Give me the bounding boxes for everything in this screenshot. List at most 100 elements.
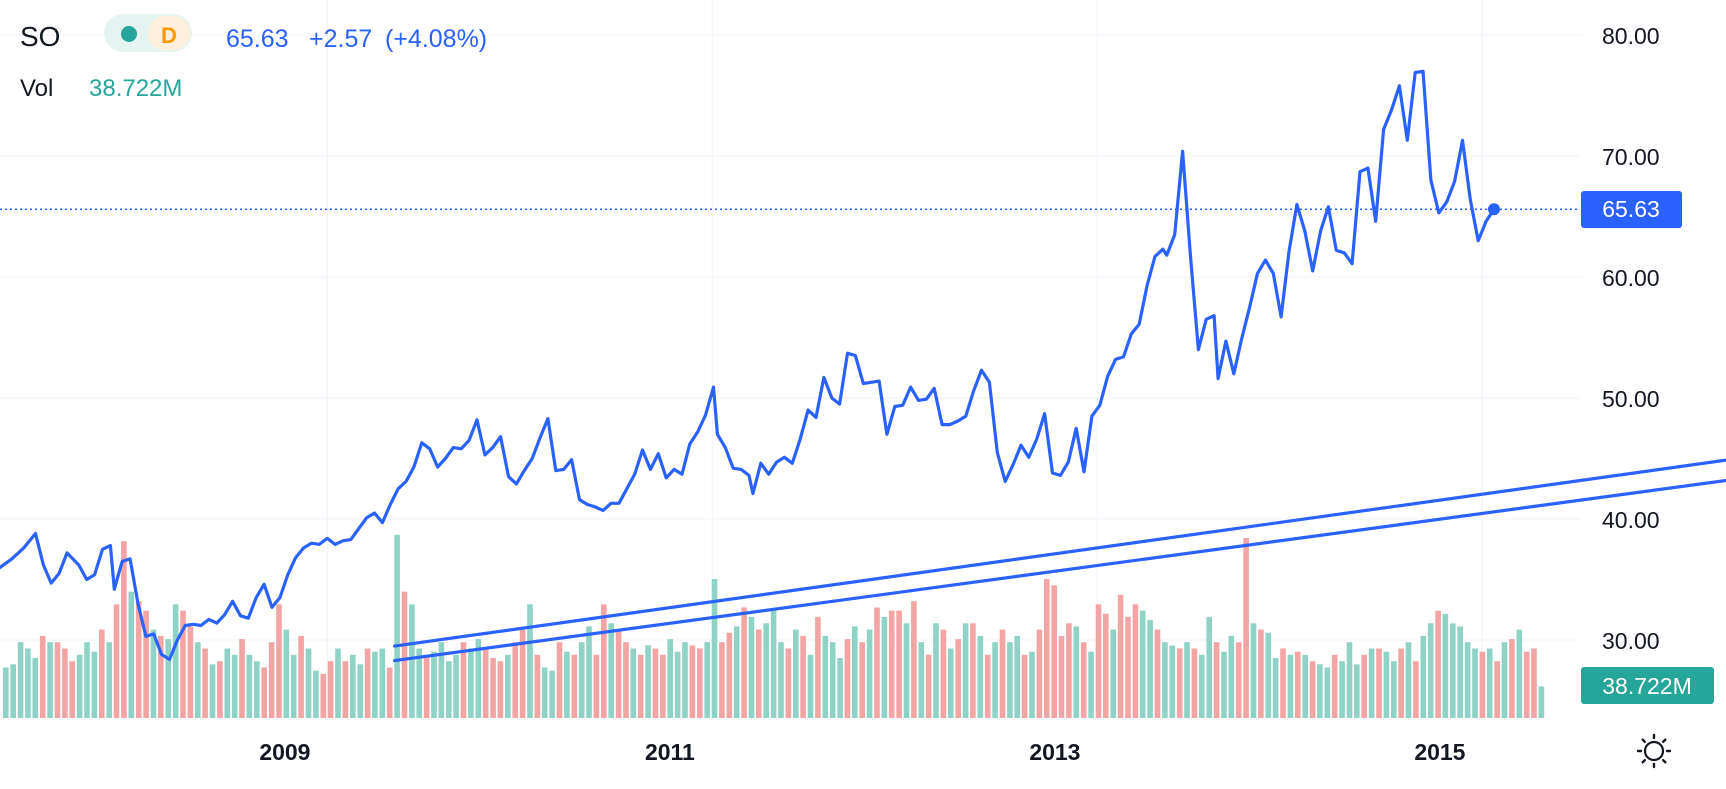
volume-bar bbox=[1368, 648, 1375, 718]
volume-bar bbox=[3, 667, 9, 718]
volume-bar bbox=[1405, 642, 1412, 718]
volume-bar bbox=[837, 658, 843, 718]
volume-bar bbox=[1516, 629, 1523, 718]
volume-bar bbox=[1317, 664, 1323, 718]
volume-bar bbox=[246, 654, 253, 718]
price-tick-label: 70.00 bbox=[1602, 144, 1660, 170]
volume-bar bbox=[1036, 629, 1043, 718]
volume-bar bbox=[298, 635, 304, 718]
volume-bar bbox=[165, 639, 171, 718]
volume-bar bbox=[748, 616, 755, 718]
volume-bar bbox=[807, 654, 814, 718]
price-line-path bbox=[0, 69, 1496, 661]
volume-bar bbox=[955, 639, 961, 718]
volume-bar bbox=[1531, 648, 1537, 718]
volume-bar bbox=[1044, 579, 1050, 718]
last-price-tag-text: 65.63 bbox=[1602, 196, 1660, 222]
volume-bar bbox=[158, 635, 164, 718]
volume-bar bbox=[39, 635, 46, 718]
symbol-label[interactable]: SO bbox=[20, 21, 60, 52]
volume-bar bbox=[541, 667, 548, 718]
volume-bar bbox=[1302, 654, 1308, 718]
volume-bar bbox=[283, 629, 290, 718]
volume-bar bbox=[564, 651, 570, 718]
volume-bar bbox=[209, 664, 216, 718]
volume-bar bbox=[881, 616, 888, 718]
volume-bar bbox=[409, 604, 415, 718]
volume-bar bbox=[231, 654, 238, 718]
volume-bar bbox=[977, 635, 984, 718]
volume-bar bbox=[187, 626, 194, 718]
market-status-dot bbox=[121, 26, 137, 42]
volume-bar bbox=[815, 616, 821, 718]
volume-bar bbox=[423, 654, 430, 718]
volume-label: Vol bbox=[20, 75, 53, 102]
time-tick-label: 2015 bbox=[1414, 739, 1465, 765]
trendlines[interactable] bbox=[393, 258, 1726, 663]
volume-bar bbox=[1029, 651, 1035, 718]
volume-bar bbox=[482, 648, 489, 718]
volume-bar bbox=[527, 604, 533, 718]
volume-bar bbox=[1376, 648, 1382, 718]
volume-bar bbox=[99, 629, 105, 718]
interval-badge-bg bbox=[148, 16, 190, 50]
volume-bar bbox=[999, 629, 1006, 718]
volume-bar bbox=[925, 654, 932, 718]
last-volume-tag bbox=[1581, 667, 1714, 704]
volume-bar bbox=[1110, 629, 1116, 718]
volume-bar bbox=[386, 667, 393, 718]
volume-bar bbox=[327, 661, 334, 718]
price-tick-label: 60.00 bbox=[1602, 265, 1660, 291]
volume-bar bbox=[1184, 642, 1190, 718]
volume-bar bbox=[128, 591, 135, 718]
volume-bar bbox=[394, 534, 400, 718]
volume-bar bbox=[645, 645, 651, 718]
volume-bar bbox=[785, 648, 792, 718]
volume-bar bbox=[313, 670, 319, 718]
interval-badge[interactable]: D bbox=[161, 23, 177, 48]
volume-bar bbox=[866, 629, 873, 718]
volume-bar bbox=[1021, 654, 1028, 718]
volume-bar bbox=[84, 642, 90, 718]
grid bbox=[0, 0, 1580, 720]
volume-bar bbox=[335, 648, 341, 718]
volume-bar bbox=[667, 639, 673, 718]
trendline bbox=[393, 478, 1726, 663]
volume-bar bbox=[1280, 648, 1286, 718]
volume-bar bbox=[918, 642, 925, 718]
volume-bar bbox=[290, 654, 297, 718]
volume-bar bbox=[578, 642, 585, 718]
volume-bar bbox=[763, 623, 769, 718]
volume-bar bbox=[10, 664, 16, 718]
volume-bar bbox=[1191, 648, 1198, 718]
volume-bar bbox=[135, 601, 142, 718]
volume-bar bbox=[948, 648, 954, 718]
volume-bar bbox=[726, 632, 733, 718]
trendline bbox=[393, 458, 1726, 648]
volume-bar bbox=[1250, 623, 1257, 718]
volume-bar bbox=[741, 607, 747, 718]
time-tick-label: 2011 bbox=[645, 739, 695, 765]
time-axis[interactable]: 20092011201320152017201920212023 bbox=[259, 739, 1726, 765]
volume-bar bbox=[1235, 642, 1242, 718]
volume-bar bbox=[800, 635, 806, 718]
volume-bar bbox=[556, 642, 563, 718]
volume-bar bbox=[1472, 648, 1478, 718]
volume-bar bbox=[940, 629, 947, 718]
gear-icon[interactable] bbox=[1636, 733, 1672, 769]
volume-bar bbox=[1014, 635, 1020, 718]
volume-bar bbox=[320, 673, 327, 718]
last-price-dot bbox=[1488, 203, 1500, 216]
volume-bar bbox=[1103, 613, 1109, 718]
last-volume-tag-text: 38.722M bbox=[1602, 673, 1692, 699]
volume-bar bbox=[460, 642, 467, 718]
price-axis[interactable]: 80.00 70.00 60.00 50.00 40.00 30.00 bbox=[1602, 23, 1660, 654]
volume-bar bbox=[379, 648, 386, 718]
volume-bar bbox=[305, 648, 312, 718]
volume-bar bbox=[350, 654, 356, 718]
volume-bar bbox=[1398, 648, 1404, 718]
volume-bar bbox=[1295, 651, 1301, 718]
volume-bar bbox=[254, 661, 260, 718]
volume-bar bbox=[1088, 651, 1094, 718]
